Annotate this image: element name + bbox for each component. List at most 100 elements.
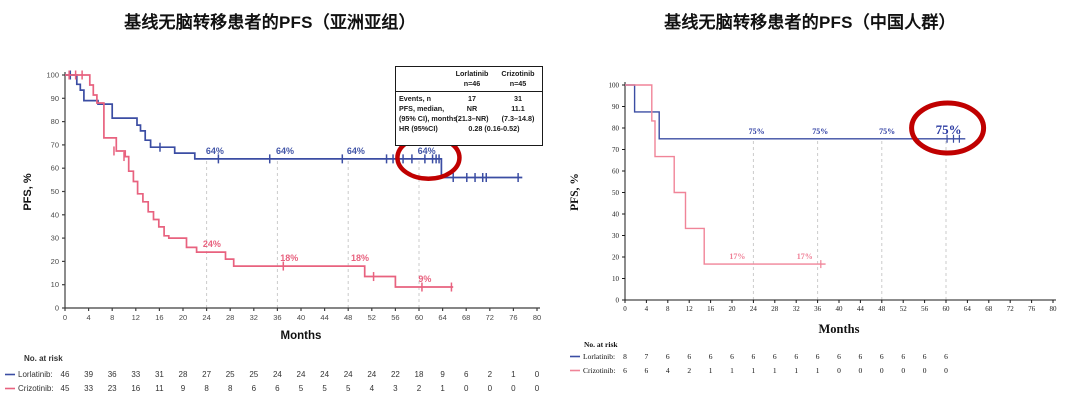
svg-text:44: 44 [320, 313, 328, 322]
x-axis-label: Months [281, 330, 322, 342]
crizotinib-series: 17% 17% [625, 84, 826, 269]
risk-count: 4 [370, 384, 375, 393]
pct-annotation: 17% [797, 252, 813, 261]
risk-count: 0 [535, 384, 540, 393]
risk-count: 0 [511, 384, 516, 393]
svg-text:24: 24 [202, 313, 210, 322]
stats-col-n: n=45 [509, 78, 527, 88]
pct-annotation: 18% [351, 253, 369, 263]
svg-text:40: 40 [612, 211, 620, 219]
risk-count: 8 [623, 352, 627, 361]
svg-text:48: 48 [344, 313, 352, 322]
pct-annotation: 75% [936, 122, 962, 137]
svg-text:60: 60 [415, 313, 423, 322]
svg-text:44: 44 [857, 305, 865, 313]
risk-count: 36 [108, 370, 117, 379]
dashed-gridlines [206, 158, 420, 308]
x-axis-label: Months [819, 322, 860, 336]
risk-count: 1 [816, 366, 820, 375]
risk-count: 16 [131, 384, 140, 393]
svg-text:32: 32 [250, 313, 258, 322]
risk-count: 24 [273, 370, 282, 379]
svg-text:20: 20 [729, 305, 737, 313]
svg-text:56: 56 [921, 305, 929, 313]
risk-count: 45 [61, 384, 70, 393]
risk-count: 5 [322, 384, 327, 393]
risk-count: 1 [752, 366, 756, 375]
svg-text:72: 72 [486, 313, 494, 322]
risk-count: 6 [880, 352, 884, 361]
risk-count: 1 [730, 366, 734, 375]
svg-text:80: 80 [612, 125, 620, 133]
svg-text:10: 10 [612, 275, 620, 283]
pct-annotation: 75% [812, 127, 828, 136]
risk-count: 0 [488, 384, 493, 393]
risk-count: 6 [464, 370, 469, 379]
risk-count: 0 [944, 366, 948, 375]
china-chart-title: 基线无脑转移患者的PFS（中国人群） [664, 13, 956, 32]
risk-count: 31 [155, 370, 164, 379]
pct-annotation: 18% [280, 253, 298, 263]
risk-count: 24 [367, 370, 376, 379]
risk-count: 6 [252, 384, 257, 393]
risk-count: 6 [623, 366, 627, 375]
risk-count: 1 [773, 366, 777, 375]
pct-annotation: 64% [347, 146, 365, 156]
svg-text:30: 30 [51, 234, 59, 243]
risk-count: 2 [687, 366, 691, 375]
risk-count: 5 [346, 384, 351, 393]
axes: 0 4 8 12 16 20 24 28 32 36 40 44 48 52 56 60 64 68 72 76 800… [609, 82, 1058, 314]
svg-text:0: 0 [623, 305, 627, 313]
svg-text:52: 52 [900, 305, 908, 313]
axes: 0 4 8 12 16 20 24 28 32 36 40 44 48 52 56 60 64 68 72 76 800… [46, 71, 541, 323]
china-plot: 0 4 8 12 16 20 24 28 32 36 40 44 48 52 56 60 64 68 72 76 800… [569, 82, 1057, 376]
risk-count: 46 [61, 370, 70, 379]
stats-value: NR [466, 103, 478, 113]
risk-count: 0 [923, 366, 927, 375]
risk-row-name: Crizotinib: [18, 384, 54, 393]
risk-count: 39 [84, 370, 93, 379]
risk-count: 6 [859, 352, 863, 361]
y-axis-label: PFS, % [22, 173, 34, 211]
risk-count: 0 [464, 384, 469, 393]
svg-text:68: 68 [985, 305, 993, 313]
svg-text:80: 80 [51, 117, 59, 126]
svg-text:70: 70 [612, 146, 620, 154]
risk-count: 22 [391, 370, 400, 379]
stats-body: Events, n 17 31 PFS, median, NR 11.1 (95% CI),… [396, 92, 542, 134]
svg-text:40: 40 [836, 305, 844, 313]
risk-count: 6 [944, 352, 948, 361]
risk-row-name: Lorlatinib: [583, 352, 615, 361]
risk-count: 6 [752, 352, 756, 361]
risk-count: 24 [297, 370, 306, 379]
svg-text:8: 8 [666, 305, 670, 313]
risk-count: 24 [344, 370, 353, 379]
risk-table-title: No. at risk [584, 340, 618, 349]
risk-count: 1 [709, 366, 713, 375]
svg-text:40: 40 [51, 210, 59, 219]
pct-annotation: 64% [206, 146, 224, 156]
pct-annotation: 24% [203, 239, 221, 249]
risk-count: 25 [226, 370, 235, 379]
stats-span-value: 0.28 (0.16-0.52) [468, 123, 520, 133]
svg-text:28: 28 [771, 305, 779, 313]
svg-text:70: 70 [51, 140, 59, 149]
stats-corner-cell [396, 69, 448, 89]
svg-text:52: 52 [368, 313, 376, 322]
svg-text:4: 4 [87, 313, 91, 322]
risk-count: 24 [320, 370, 329, 379]
risk-count: 23 [108, 384, 117, 393]
crizotinib-series: 24% 18% 18% 9% [65, 70, 454, 292]
risk-count: 6 [730, 352, 734, 361]
risk-count: 0 [859, 366, 863, 375]
svg-text:80: 80 [533, 313, 541, 322]
red-highlight-circle [909, 100, 987, 156]
risk-count: 0 [837, 366, 841, 375]
risk-count: 11 [155, 384, 164, 393]
svg-text:4: 4 [645, 305, 649, 313]
pct-annotation: 64% [276, 146, 294, 156]
svg-text:56: 56 [391, 313, 399, 322]
svg-text:64: 64 [964, 305, 972, 313]
stats-col-name: Lorlatinib [455, 69, 489, 78]
